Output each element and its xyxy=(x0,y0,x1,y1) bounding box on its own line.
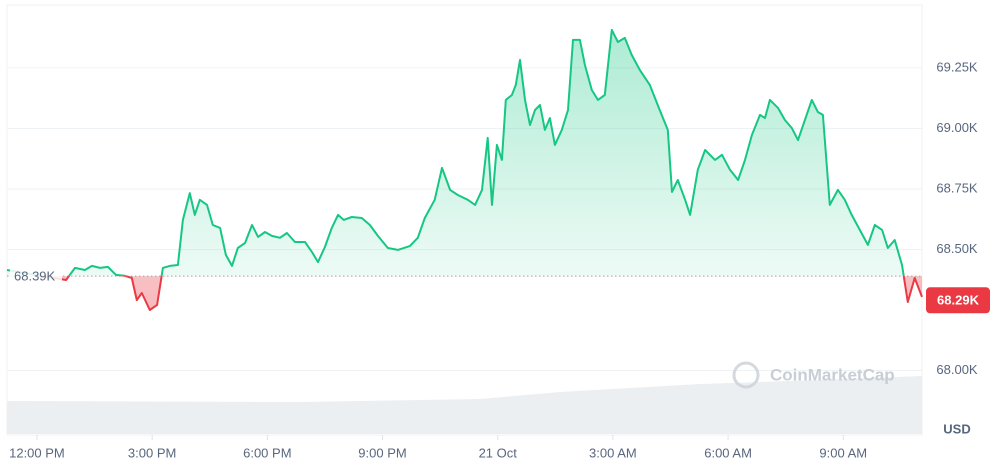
y-unit: USD xyxy=(943,421,970,436)
x-tick-label: 21 Oct xyxy=(479,445,518,460)
x-tick-label: 12:00 PM xyxy=(9,445,65,460)
y-tick-label: 68.50K xyxy=(936,241,978,256)
last-price-tag xyxy=(926,287,990,314)
x-tick-label: 3:00 AM xyxy=(589,445,637,460)
x-tick-label: 6:00 PM xyxy=(243,445,291,460)
reference-label-bg xyxy=(10,266,62,287)
watermark-logo xyxy=(732,361,760,389)
reference-label: 68.39K xyxy=(14,269,56,284)
volume-band xyxy=(7,376,922,434)
x-tick-label: 3:00 PM xyxy=(128,445,176,460)
y-tick-label: 69.00K xyxy=(936,120,978,135)
plot xyxy=(6,28,923,311)
y-tick-label: 68.75K xyxy=(936,180,978,195)
area-above xyxy=(7,29,904,277)
watermark: CoinMarketCap xyxy=(732,361,895,389)
x-tick-label: 9:00 AM xyxy=(819,445,867,460)
y-tick-label: 68.00K xyxy=(936,362,978,377)
x-tick-label: 9:00 PM xyxy=(358,445,406,460)
price-line xyxy=(6,28,905,277)
plot-frame xyxy=(6,4,923,436)
watermark-text: CoinMarketCap xyxy=(770,365,895,384)
y-tick-label: 69.25K xyxy=(936,59,978,74)
x-tick-label: 6:00 AM xyxy=(704,445,752,460)
last-price-label: 68.29K xyxy=(937,293,980,308)
